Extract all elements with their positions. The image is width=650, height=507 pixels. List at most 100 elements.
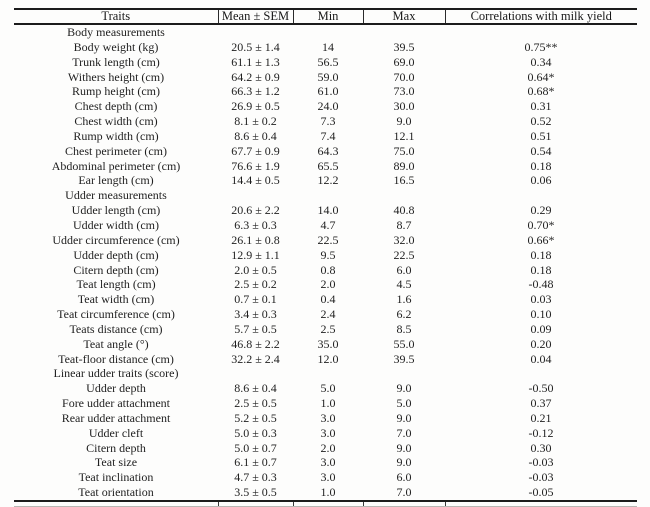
value-cell: 14.0: [317, 203, 339, 218]
value-cell: 22.5: [393, 247, 415, 262]
section-title-cell: Linear udder traits (score): [53, 366, 179, 381]
value-cell: 22.5: [317, 232, 339, 247]
table-row: Ear length (cm) 14.4 ± 0.5 12.2 16.5 0.06: [14, 173, 637, 188]
value-cell: [445, 188, 637, 203]
value-cell: 61.0: [317, 84, 339, 99]
trait-cell: Udder circumference (cm): [52, 232, 180, 247]
value-cell: 12.1: [393, 128, 415, 143]
value-cell: 8.6 ± 0.4: [234, 128, 277, 143]
section-title-cell: Udder measurements: [65, 188, 167, 203]
value-cell: 40.8: [393, 203, 415, 218]
trait-cell: Chest perimeter (cm): [65, 143, 167, 158]
table-header: Traits Mean ± SEM Min Max Correlations w…: [14, 9, 637, 25]
value-cell: 5.0: [396, 396, 412, 411]
value-cell: 2.5: [320, 321, 336, 336]
value-cell: 0.29: [530, 203, 552, 218]
value-cell: [218, 188, 293, 203]
table-row: Teat length (cm) 2.5 ± 0.2 2.0 4.5 -0.48: [14, 277, 637, 292]
value-cell: 39.5: [393, 351, 415, 366]
value-cell: 35.0: [317, 336, 339, 351]
trait-cell: Trunk length (cm): [72, 54, 160, 69]
value-cell: 67.7 ± 0.9: [231, 143, 280, 158]
value-cell: 14.4 ± 0.5: [231, 173, 280, 188]
value-cell: 65.5: [317, 158, 339, 173]
col-header-correlations: Correlations with milk yield: [444, 9, 637, 25]
col-header-max: Max: [362, 9, 445, 25]
col-header-mean-sem: Mean ± SEM: [217, 9, 293, 25]
value-cell: 0.18: [530, 158, 552, 173]
trait-cell: Udder width (cm): [73, 217, 159, 232]
value-cell: 24.0: [317, 99, 339, 114]
value-cell: -0.50: [528, 381, 554, 396]
value-cell: 8.1 ± 0.2: [234, 114, 277, 129]
value-cell: 8.6 ± 0.4: [234, 381, 277, 396]
value-cell: -0.03: [528, 455, 554, 470]
table-body: Body measurements Body weight (kg) 20.5 ± …: [14, 24, 637, 501]
value-cell: 2.5 ± 0.2: [234, 277, 277, 292]
value-cell: 9.0: [396, 455, 412, 470]
value-cell: 5.0 ± 0.3: [234, 425, 277, 440]
table-row: Trunk length (cm) 61.1 ± 1.3 56.5 69.0 0.34: [14, 55, 637, 70]
value-cell: -0.03: [528, 470, 554, 485]
trait-cell: Body weight (kg): [73, 39, 159, 54]
value-cell: 3.5 ± 0.5: [234, 485, 277, 500]
value-cell: 4.7: [320, 217, 336, 232]
value-cell: 0.51: [530, 128, 552, 143]
value-cell: [218, 366, 293, 381]
value-cell: 0.52: [530, 114, 552, 129]
column-tick: [217, 502, 219, 506]
value-cell: 0.06: [530, 173, 552, 188]
value-cell: 20.6 ± 2.2: [231, 203, 280, 218]
trait-cell: Udder depth: [86, 381, 146, 396]
value-cell: 1.6: [396, 292, 412, 307]
value-cell: 0.18: [530, 247, 552, 262]
value-cell: 75.0: [393, 143, 415, 158]
value-cell: 9.5: [320, 247, 336, 262]
trait-cell: Udder length (cm): [71, 203, 161, 218]
table-row: Rump width (cm) 8.6 ± 0.4 7.4 12.1 0.51: [14, 129, 637, 144]
value-cell: 0.10: [530, 307, 552, 322]
value-cell: 0.31: [530, 99, 552, 114]
trait-cell: Teat-floor distance (cm): [58, 351, 174, 366]
value-cell: 0.04: [530, 351, 552, 366]
value-cell: [445, 366, 637, 381]
value-cell: 3.4 ± 0.3: [234, 307, 277, 322]
table-row: Rump height (cm) 66.3 ± 1.2 61.0 73.0 0.68*: [14, 84, 637, 99]
value-cell: 0.66*: [527, 232, 555, 247]
value-cell: 8.5: [396, 321, 412, 336]
value-cell: [218, 24, 293, 40]
trait-cell: Abdominal perimeter (cm): [51, 158, 181, 173]
table-row: Teat angle (°) 46.8 ± 2.2 35.0 55.0 0.20: [14, 337, 637, 352]
value-cell: 7.3: [320, 114, 336, 129]
value-cell: 2.0: [320, 277, 336, 292]
value-cell: 32.2 ± 2.4: [231, 351, 280, 366]
value-cell: 59.0: [317, 69, 339, 84]
value-cell: 7.0: [396, 485, 412, 500]
value-cell: 5.0 ± 0.7: [234, 440, 277, 455]
trait-cell: Teat length (cm): [76, 277, 156, 292]
value-cell: 26.9 ± 0.5: [231, 99, 280, 114]
table-row: Teat orientation 3.5 ± 0.5 1.0 7.0 -0.05: [14, 485, 637, 501]
value-cell: 3.0: [320, 470, 336, 485]
value-cell: 0.18: [530, 262, 552, 277]
value-cell: 12.0: [317, 351, 339, 366]
value-cell: 20.5 ± 1.4: [231, 39, 280, 54]
value-cell: 69.0: [393, 54, 415, 69]
value-cell: 6.0: [396, 262, 412, 277]
value-cell: 12.2: [317, 173, 339, 188]
data-table: Traits Mean ± SEM Min Max Correlations w…: [14, 8, 637, 502]
value-cell: -0.05: [528, 485, 554, 500]
value-cell: 0.20: [530, 336, 552, 351]
value-cell: 3.0: [320, 455, 336, 470]
table-row: Udder depth 8.6 ± 0.4 5.0 9.0 -0.50: [14, 381, 637, 396]
table-row: Fore udder attachment 2.5 ± 0.5 1.0 5.0 0.37: [14, 396, 637, 411]
trait-cell: Ear length (cm): [78, 173, 154, 188]
value-cell: [445, 24, 637, 40]
table-row: Teat circumference (cm) 3.4 ± 0.3 2.4 6.2 0.…: [14, 307, 637, 322]
trait-cell: Teat inclination: [78, 470, 154, 485]
section-row: Udder measurements: [14, 188, 637, 203]
value-cell: 0.7 ± 0.1: [234, 292, 277, 307]
value-cell: 0.75**: [524, 39, 558, 54]
trait-cell: Teat orientation: [78, 485, 154, 500]
value-cell: 4.7 ± 0.3: [234, 470, 277, 485]
